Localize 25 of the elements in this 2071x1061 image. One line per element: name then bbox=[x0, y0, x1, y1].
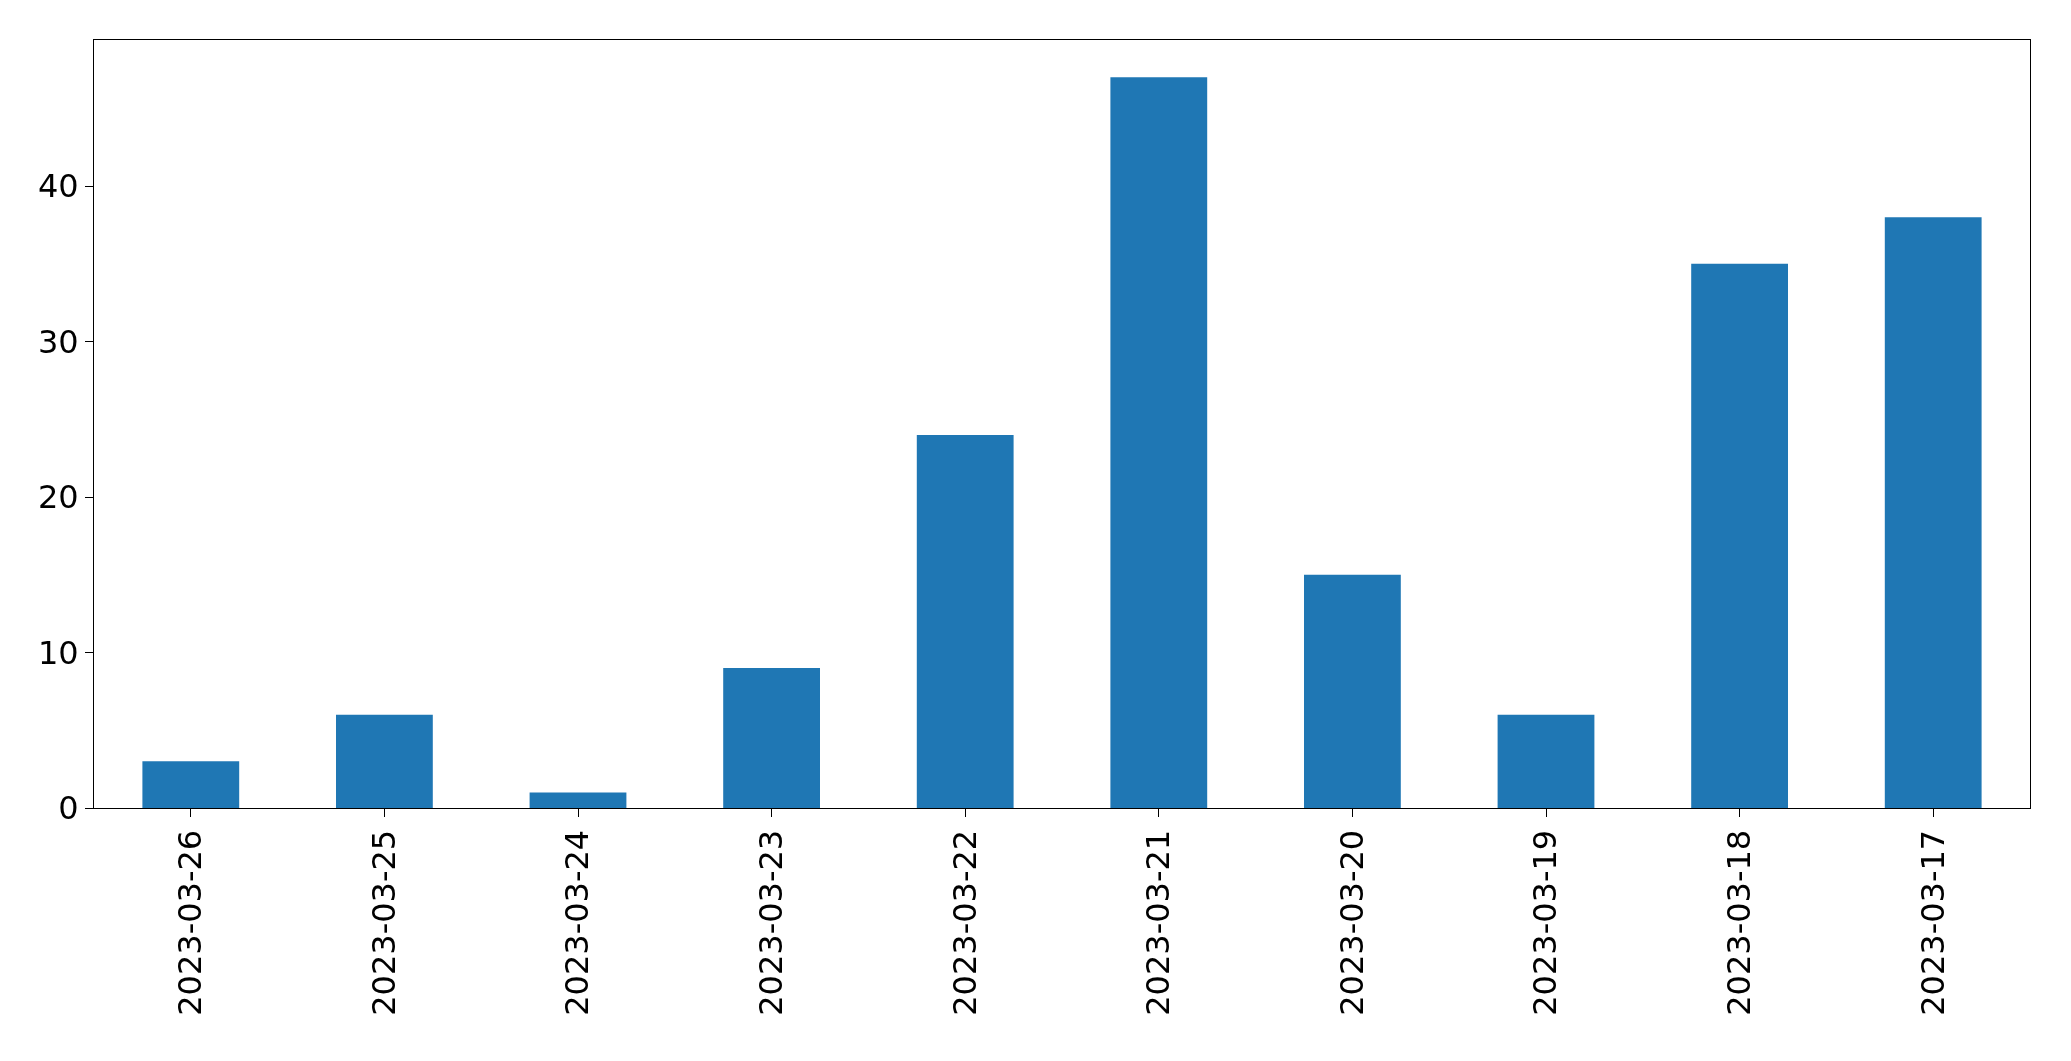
bar bbox=[916, 434, 1014, 808]
x-tick-label: 2023-03-26 bbox=[171, 829, 210, 1016]
bar bbox=[1497, 714, 1595, 808]
x-tick-label: 2023-03-23 bbox=[752, 829, 790, 1016]
bar bbox=[336, 714, 433, 808]
x-tick-label: 2023-03-17 bbox=[1913, 829, 1952, 1016]
x-tick-label: 2023-03-18 bbox=[1720, 829, 1758, 1016]
x-tick-label: 2023-03-24 bbox=[558, 829, 597, 1016]
x-tick-label: 2023-03-21 bbox=[1139, 829, 1178, 1016]
y-tick-label: 0 bbox=[58, 789, 79, 828]
bar bbox=[1691, 263, 1788, 808]
bar bbox=[723, 668, 820, 808]
bar bbox=[1304, 574, 1401, 808]
x-tick-label: 2023-03-20 bbox=[1332, 829, 1371, 1016]
x-tick-label: 2023-03-22 bbox=[945, 829, 984, 1016]
bar bbox=[142, 761, 240, 808]
y-tick-label: 40 bbox=[37, 167, 79, 206]
y-tick-label: 20 bbox=[37, 478, 79, 517]
x-tick-label: 2023-03-25 bbox=[364, 829, 403, 1016]
bar bbox=[1884, 217, 1982, 808]
bar bbox=[529, 792, 627, 808]
y-tick-label: 30 bbox=[37, 322, 79, 361]
y-tick-label: 10 bbox=[37, 633, 79, 672]
x-tick-label: 2023-03-19 bbox=[1526, 829, 1565, 1016]
bar bbox=[1110, 77, 1208, 808]
